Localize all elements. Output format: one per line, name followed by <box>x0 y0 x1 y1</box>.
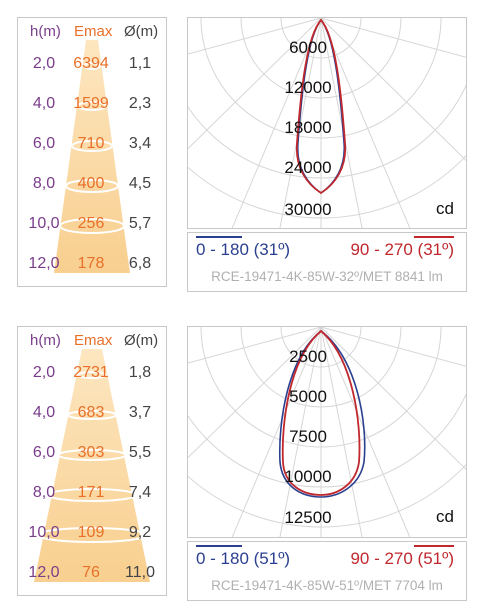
photometric-panel-2: h(m) Emax Ø(m) 2,0 2731 1,8 4,0 683 3,7 … <box>0 309 481 605</box>
diameter-value: 11,0 <box>125 564 155 581</box>
intensity-label: 7500 <box>289 427 327 446</box>
polar-grid <box>188 18 466 228</box>
legend-90-270: 90 - 270 (31º) <box>350 240 454 259</box>
height-value: 10,0 <box>28 524 60 541</box>
diameter-value: 4,5 <box>128 175 152 192</box>
diameter-value: 3,7 <box>128 404 152 421</box>
table-row: 4,0 1599 2,3 <box>18 95 166 115</box>
emax-value: 171 <box>77 484 105 501</box>
diameter-value: 2,3 <box>128 95 152 112</box>
legend: 0 - 180 (51º) 90 - 270 (51º) RCE-19471-4… <box>187 541 467 601</box>
units-label: cd <box>436 507 454 526</box>
table-row: 12,0 76 11,0 <box>18 564 166 584</box>
diameter-value: 5,5 <box>128 444 152 461</box>
diameter-value: 7,4 <box>128 484 152 501</box>
diameter-value: 1,1 <box>128 55 152 72</box>
height-value: 6,0 <box>32 135 56 152</box>
emax-value: 303 <box>77 444 105 461</box>
table-row: 6,0 710 3,4 <box>18 135 166 155</box>
table-row: 2,0 2731 1,8 <box>18 364 166 384</box>
height-value: 6,0 <box>32 444 56 461</box>
legend-line-90-270 <box>414 236 454 238</box>
height-value: 12,0 <box>28 255 60 272</box>
emax-header: Emax <box>74 23 113 40</box>
height-value: 4,0 <box>32 404 56 421</box>
emax-value: 76 <box>82 564 100 581</box>
light-cone-graphic <box>34 349 150 582</box>
emax-value: 400 <box>77 175 105 192</box>
legend-0-180: 0 - 180 (31º) <box>196 240 291 259</box>
height-value: 12,0 <box>28 564 60 581</box>
diameter-header: Ø(m) <box>124 332 159 349</box>
intensity-label: 5000 <box>289 387 327 406</box>
units-label: cd <box>436 199 454 218</box>
emax-value: 1599 <box>73 95 109 112</box>
diameter-value: 3,4 <box>128 135 152 152</box>
height-value: 4,0 <box>32 95 56 112</box>
table-row: 8,0 400 4,5 <box>18 175 166 195</box>
intensity-label: 6000 <box>289 38 327 57</box>
intensity-label: 10000 <box>284 467 332 486</box>
diameter-header: Ø(m) <box>124 23 159 40</box>
diameter-value: 6,8 <box>128 255 152 272</box>
legend-0-180: 0 - 180 (51º) <box>196 549 291 568</box>
emax-value: 710 <box>77 135 105 152</box>
intensity-label: 24000 <box>284 158 332 177</box>
legend-line-0-180 <box>196 236 242 238</box>
intensity-label: 12000 <box>284 78 332 97</box>
legend: 0 - 180 (31º) 90 - 270 (31º) RCE-19471-4… <box>187 232 467 292</box>
emax-value: 178 <box>77 255 105 272</box>
curve-90-270 <box>295 18 347 195</box>
table-row: 8,0 171 7,4 <box>18 484 166 504</box>
intensity-label: 18000 <box>284 118 332 137</box>
table-row: 12,0 178 6,8 <box>18 255 166 275</box>
emax-value: 6394 <box>73 55 109 72</box>
table-row: 6,0 303 5,5 <box>18 444 166 464</box>
height-header: h(m) <box>30 332 61 349</box>
model-label: RCE-19471-4K-85W-32º/MET 8841 lm <box>211 269 443 284</box>
illuminance-table: h(m) Emax Ø(m) 2,0 2731 1,8 4,0 683 3,7 … <box>17 326 167 596</box>
curve-90-270 <box>281 329 361 496</box>
emax-value: 683 <box>77 404 105 421</box>
height-value: 2,0 <box>32 364 56 381</box>
polar-intensity-diagram: 6000 12000 18000 24000 30000 cd <box>187 17 467 229</box>
legend-line-90-270 <box>414 545 454 547</box>
emax-value: 256 <box>77 215 105 232</box>
table-row: 10,0 109 9,2 <box>18 524 166 544</box>
model-label: RCE-19471-4K-85W-51º/MET 7704 lm <box>211 578 443 593</box>
table-row: 2,0 6394 1,1 <box>18 55 166 75</box>
legend-90-270: 90 - 270 (51º) <box>350 549 454 568</box>
diameter-value: 9,2 <box>128 524 152 541</box>
table-row: 10,0 256 5,7 <box>18 215 166 235</box>
intensity-label: 2500 <box>289 347 327 366</box>
light-cone-graphic <box>54 40 130 273</box>
height-header: h(m) <box>30 23 61 40</box>
photometric-panel-1: h(m) Emax Ø(m) 2,0 6394 1,1 4,0 1599 2,3… <box>0 0 481 296</box>
diameter-value: 5,7 <box>128 215 152 232</box>
emax-header: Emax <box>74 332 113 349</box>
height-value: 2,0 <box>32 55 56 72</box>
polar-intensity-diagram: 2500 5000 7500 10000 12500 cd <box>187 326 467 538</box>
height-value: 8,0 <box>32 484 56 501</box>
legend-line-0-180 <box>196 545 242 547</box>
emax-value: 109 <box>77 524 105 541</box>
intensity-label: 30000 <box>284 200 332 219</box>
polar-grid <box>188 327 466 537</box>
intensity-label: 12500 <box>284 508 332 527</box>
emax-value: 2731 <box>73 364 109 381</box>
diameter-value: 1,8 <box>128 364 152 381</box>
height-value: 8,0 <box>32 175 56 192</box>
curve-0-180 <box>278 329 366 498</box>
table-row: 4,0 683 3,7 <box>18 404 166 424</box>
height-value: 10,0 <box>28 215 60 232</box>
illuminance-table: h(m) Emax Ø(m) 2,0 6394 1,1 4,0 1599 2,3… <box>17 17 167 287</box>
